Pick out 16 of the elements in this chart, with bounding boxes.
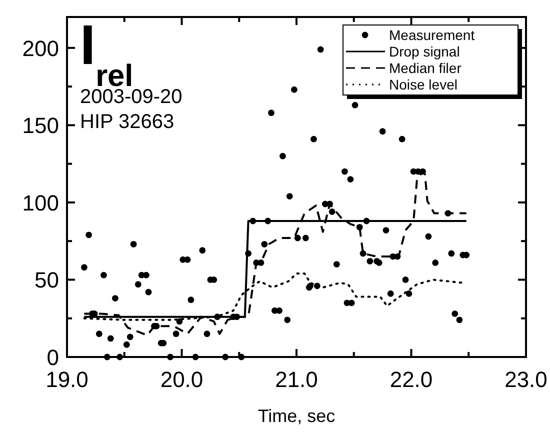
legend-label: Median filer bbox=[389, 60, 462, 76]
legend-label: Drop signal bbox=[389, 44, 460, 60]
legend-label: Noise level bbox=[389, 76, 458, 92]
x-tick-label: 22.0 bbox=[390, 367, 433, 392]
x-axis-title: Time, sec bbox=[258, 406, 336, 426]
legend-label: Measurement bbox=[389, 27, 475, 43]
x-tick-label: 21.0 bbox=[275, 367, 318, 392]
y-tick-label: 200 bbox=[22, 36, 59, 61]
y-tick-label: 0 bbox=[46, 345, 59, 370]
x-tick-label: 23.0 bbox=[504, 367, 548, 392]
x-tick-label: 19.0 bbox=[46, 367, 88, 392]
y-tick-label: 150 bbox=[22, 113, 59, 138]
y-tick-label: 100 bbox=[22, 190, 59, 216]
y-tick-label: 50 bbox=[34, 268, 59, 293]
annotation: HIP 32663 bbox=[80, 111, 174, 133]
x-tick-label: 20.0 bbox=[160, 367, 204, 392]
